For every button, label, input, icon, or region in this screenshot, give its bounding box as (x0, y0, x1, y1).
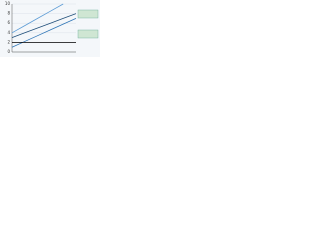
annotation-box (77, 29, 99, 39)
y-tick-label: 2 (7, 39, 10, 44)
y-tick-label: 4 (7, 30, 10, 35)
annotation-box (77, 9, 99, 19)
series-line (11, 13, 77, 38)
y-tick-label: 10 (5, 1, 11, 6)
chart: 0 2 4 6 8 10 (0, 0, 100, 57)
y-tick-label: 0 (7, 49, 10, 54)
y-tick-label: 6 (7, 20, 10, 25)
background (0, 0, 100, 57)
series-line (11, 3, 64, 34)
y-tick-label: 8 (7, 11, 10, 16)
